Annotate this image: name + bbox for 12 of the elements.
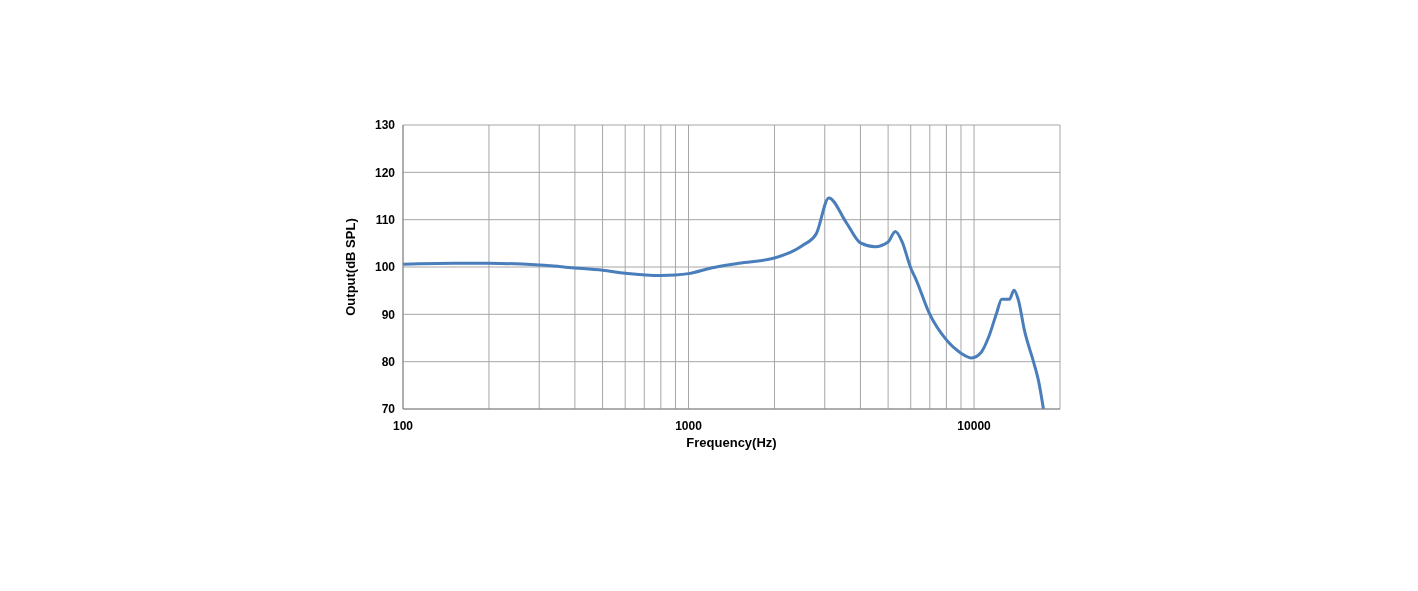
x-tick-label: 100 — [392, 418, 414, 433]
x-axis-title: Frequency(Hz) — [686, 435, 777, 450]
y-tick-label: 120 — [374, 165, 396, 180]
y-tick-label: 130 — [374, 118, 396, 133]
y-axis-title: Output(dB SPL) — [342, 218, 358, 316]
y-tick-label: 110 — [375, 212, 396, 227]
y-tick-label: 100 — [374, 260, 396, 275]
x-tick-label: 1000 — [675, 418, 703, 433]
x-tick-label: 10000 — [957, 418, 992, 433]
y-tick-label: 90 — [381, 307, 396, 322]
y-tick-label: 80 — [381, 354, 396, 369]
y-tick-label: 70 — [381, 402, 396, 417]
